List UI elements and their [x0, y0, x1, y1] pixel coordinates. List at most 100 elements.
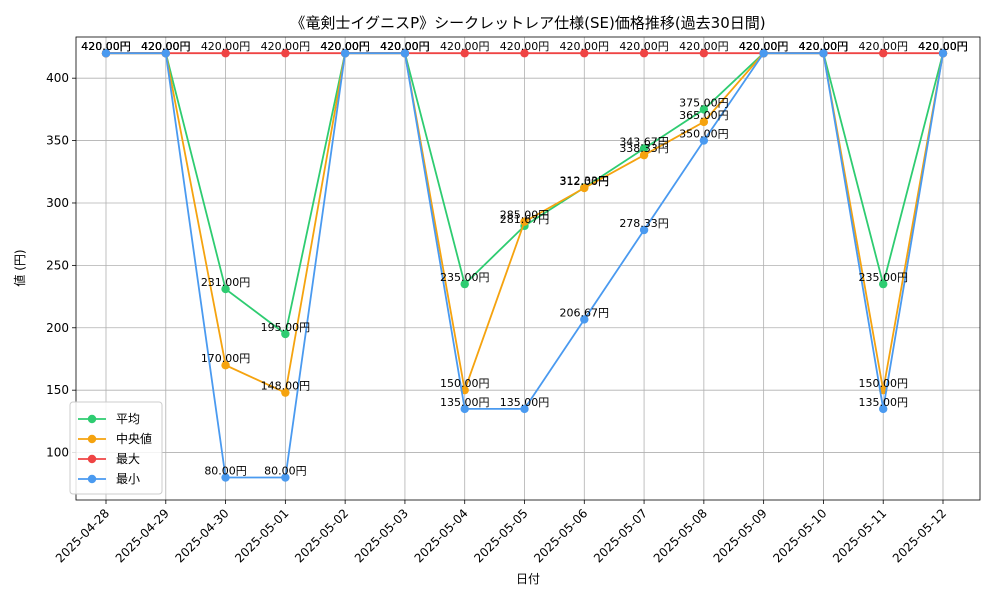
legend-item: 最小 — [78, 472, 140, 486]
y-tick-label: 150 — [46, 383, 69, 397]
data-label: 150.00円 — [858, 377, 908, 390]
data-label: 375.00円 — [679, 96, 729, 109]
data-point — [580, 49, 589, 58]
data-point — [699, 105, 709, 114]
data-label: 235.00円 — [440, 271, 490, 284]
data-point — [221, 473, 230, 482]
data-point — [281, 473, 290, 482]
x-axis-label: 日付 — [516, 572, 540, 586]
data-point — [639, 225, 649, 235]
data-label: 420.00円 — [141, 40, 191, 53]
y-tick-label: 250 — [46, 258, 69, 272]
data-label: 365.00円 — [679, 109, 729, 122]
x-tick-label: 2025-05-07 — [591, 506, 650, 565]
data-point — [819, 49, 828, 58]
data-label: 420.00円 — [500, 40, 550, 53]
data-label: 148.00円 — [261, 380, 311, 393]
y-axis-label: 値 (円) — [12, 249, 27, 286]
data-point — [161, 49, 170, 58]
data-label: 420.00円 — [320, 40, 370, 53]
data-label: 420.00円 — [380, 40, 430, 53]
x-tick-label: 2025-05-02 — [292, 506, 351, 565]
data-point — [520, 217, 529, 226]
x-tick-label: 2025-04-28 — [53, 506, 112, 565]
data-label: 420.00円 — [858, 40, 908, 53]
data-point — [340, 49, 350, 58]
data-label: 420.00円 — [739, 40, 789, 53]
data-label: 420.00円 — [799, 40, 849, 53]
data-label: 420.00円 — [918, 40, 968, 53]
data-point — [938, 49, 948, 58]
data-label: 343.67円 — [619, 135, 669, 148]
data-point — [400, 49, 410, 58]
data-point — [699, 117, 709, 127]
data-label: 135.00円 — [440, 396, 490, 409]
axis-ticks: 2025-04-28 2025-04-29 2025-04-30 2025-05-01… — [46, 71, 949, 565]
data-label: 420.00円 — [81, 40, 131, 53]
data-label: 206.67円 — [560, 306, 610, 319]
data-point — [520, 404, 529, 414]
data-label: 80.00円 — [204, 465, 247, 478]
data-label: 420.00円 — [560, 40, 610, 53]
legend-label: 平均 — [116, 412, 140, 426]
legend-item: 最大 — [78, 452, 140, 466]
data-point — [580, 183, 589, 193]
data-point — [460, 49, 469, 58]
series-layer — [101, 49, 948, 482]
chart-title: 《竜剣士イグニスP》シークレットレア仕様(SE)価格推移(過去30日間) — [290, 14, 765, 32]
legend-item: 平均 — [78, 412, 140, 426]
data-point — [639, 49, 649, 58]
data-label: 135.00円 — [858, 396, 908, 409]
data-label: 420.00円 — [380, 40, 430, 53]
x-tick-label: 2025-05-04 — [412, 506, 471, 565]
data-label: 420.00円 — [320, 40, 370, 53]
x-tick-label: 2025-04-29 — [113, 506, 172, 565]
y-tick-label: 100 — [46, 446, 69, 460]
legend-marker — [87, 414, 97, 424]
data-label: 420.00円 — [739, 40, 789, 53]
data-label: 420.00円 — [799, 40, 849, 53]
data-point — [520, 49, 529, 58]
data-label: 350.00円 — [679, 128, 729, 141]
data-point — [879, 404, 888, 414]
data-label: 338.33円 — [619, 142, 669, 155]
data-point — [460, 404, 469, 414]
data-label: 420.00円 — [261, 40, 311, 53]
x-tick-label: 2025-05-11 — [830, 506, 889, 565]
x-tick-label: 2025-05-09 — [711, 506, 770, 565]
data-labels: 420.00円 420.00円 231.00円 195.00円 420.00円 420.0… — [81, 40, 968, 477]
x-tick-label: 2025-05-03 — [352, 506, 411, 565]
data-point — [281, 49, 290, 58]
legend-item: 中央値 — [78, 431, 152, 446]
data-label: 231.00円 — [201, 276, 251, 289]
legend-marker — [87, 454, 97, 464]
data-label: 150.00円 — [440, 377, 490, 390]
data-point — [639, 144, 649, 153]
data-point — [580, 315, 589, 324]
x-tick-label: 2025-05-08 — [651, 506, 710, 565]
y-tick-label: 200 — [46, 321, 69, 335]
data-label: 420.00円 — [320, 40, 370, 53]
data-label: 420.00円 — [799, 40, 849, 53]
data-label: 312.00円 — [560, 175, 610, 188]
data-label: 420.00円 — [380, 40, 430, 53]
data-label: 80.00円 — [264, 465, 307, 478]
y-tick-label: 300 — [46, 196, 69, 210]
data-label: 420.00円 — [440, 40, 490, 53]
data-point — [101, 49, 111, 58]
data-label: 420.00円 — [619, 40, 669, 53]
data-label: 420.00円 — [918, 40, 968, 53]
data-label: 235.00円 — [858, 271, 908, 284]
data-point — [460, 279, 469, 289]
data-label: 420.00円 — [201, 40, 251, 53]
data-point — [879, 279, 888, 289]
data-label: 420.00円 — [81, 40, 131, 53]
data-label: 281.67円 — [500, 213, 550, 226]
legend-marker — [87, 434, 97, 444]
data-label: 170.00円 — [201, 352, 251, 365]
data-label: 420.00円 — [739, 40, 789, 53]
data-label: 420.00円 — [141, 40, 191, 53]
data-point — [759, 49, 768, 58]
